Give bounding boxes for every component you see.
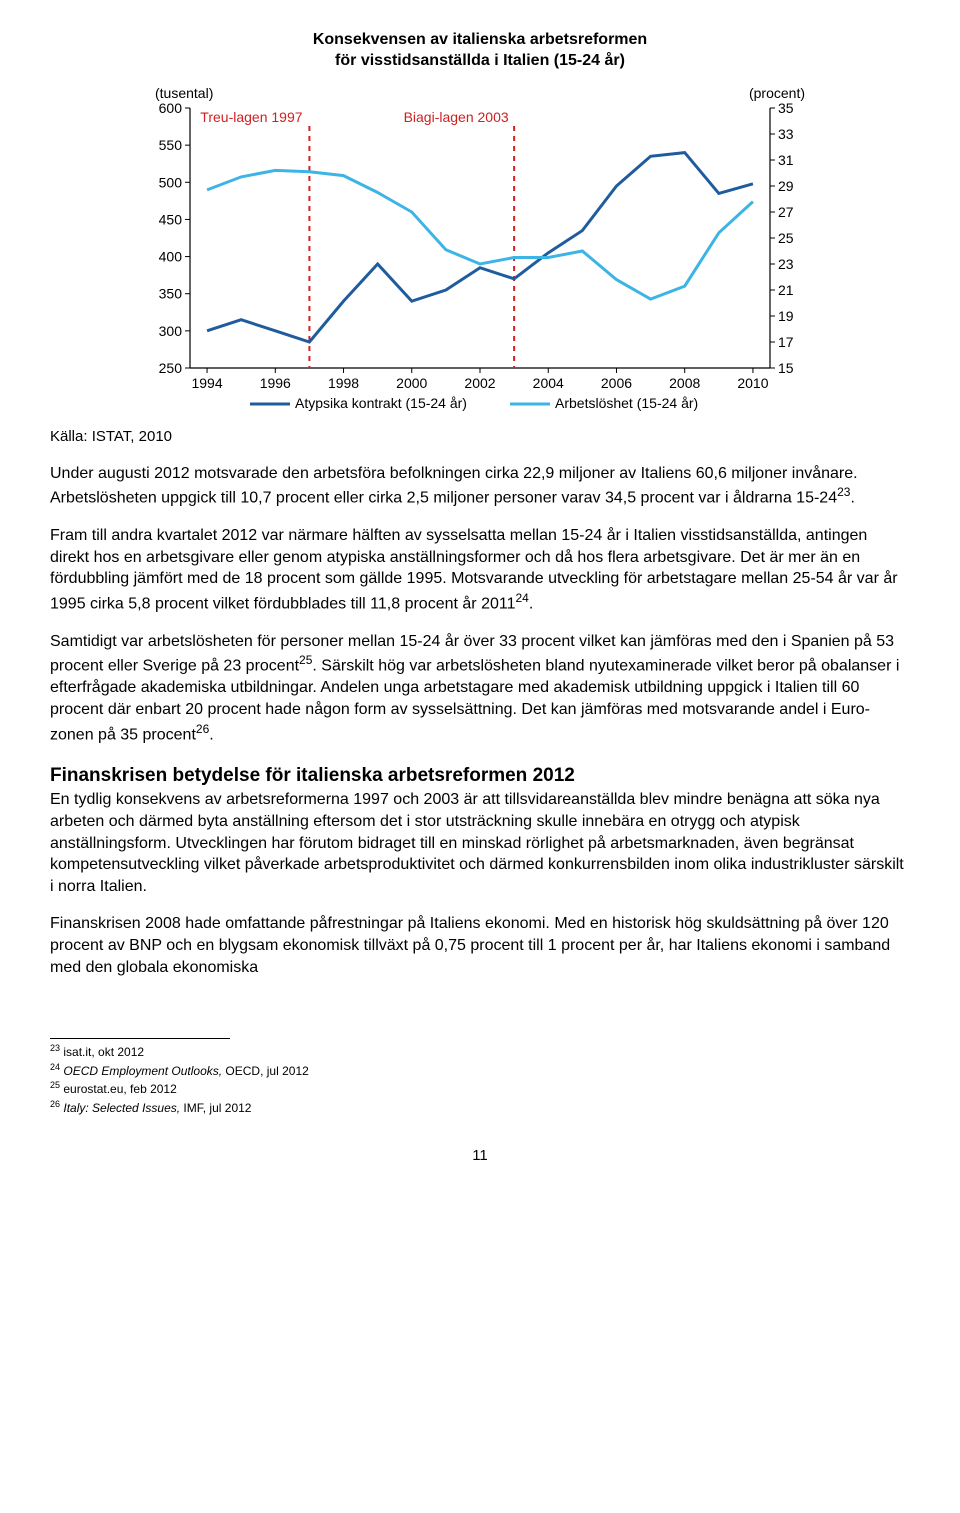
- svg-text:29: 29: [778, 178, 794, 194]
- svg-text:1994: 1994: [191, 375, 222, 391]
- svg-text:27: 27: [778, 204, 794, 220]
- paragraph-2: Fram till andra kvartalet 2012 var närma…: [50, 525, 910, 615]
- svg-text:(procent): (procent): [749, 85, 805, 101]
- source-line: Källa: ISTAT, 2010: [50, 428, 910, 445]
- svg-text:23: 23: [778, 256, 794, 272]
- svg-text:21: 21: [778, 282, 794, 298]
- chart-container: Konsekvensen av italienska arbetsreforme…: [120, 30, 840, 418]
- svg-text:17: 17: [778, 334, 794, 350]
- chart-title-line1: Konsekvensen av italienska arbetsreforme…: [313, 31, 647, 48]
- svg-text:25: 25: [778, 230, 794, 246]
- svg-text:31: 31: [778, 152, 794, 168]
- svg-text:33: 33: [778, 126, 794, 142]
- footnote: 26 Italy: Selected Issues, IMF, jul 2012: [50, 1099, 910, 1117]
- footnotes-block: 23 isat.it, okt 201224 OECD Employment O…: [50, 1038, 910, 1116]
- footnote: 25 eurostat.eu, feb 2012: [50, 1080, 910, 1098]
- svg-text:Arbetslöshet (15-24 år): Arbetslöshet (15-24 år): [555, 395, 698, 411]
- svg-text:550: 550: [159, 137, 183, 153]
- svg-text:2010: 2010: [737, 375, 768, 391]
- svg-text:1996: 1996: [260, 375, 291, 391]
- section-heading: Finanskrisen betydelse för italienska ar…: [50, 765, 910, 787]
- paragraph-1: Under augusti 2012 motsvarade den arbets…: [50, 463, 910, 510]
- svg-text:15: 15: [778, 360, 794, 376]
- svg-text:450: 450: [159, 211, 183, 227]
- footnote-rule: [50, 1038, 230, 1039]
- svg-text:Atypsika kontrakt (15-24 år): Atypsika kontrakt (15-24 år): [295, 395, 467, 411]
- chart-title-line2: för visstidsanställda i Italien (15-24 å…: [335, 52, 625, 69]
- svg-text:500: 500: [159, 174, 183, 190]
- svg-text:350: 350: [159, 285, 183, 301]
- svg-text:(tusental): (tusental): [155, 85, 213, 101]
- svg-text:35: 35: [778, 100, 794, 116]
- svg-text:2004: 2004: [533, 375, 564, 391]
- page-number: 11: [50, 1147, 910, 1164]
- paragraph-5: Finanskrisen 2008 hade omfattande påfres…: [50, 913, 910, 978]
- chart-title: Konsekvensen av italienska arbetsreforme…: [120, 30, 840, 72]
- svg-text:250: 250: [159, 360, 183, 376]
- svg-text:2006: 2006: [601, 375, 632, 391]
- svg-text:2002: 2002: [464, 375, 495, 391]
- footnote: 23 isat.it, okt 2012: [50, 1043, 910, 1061]
- footnote: 24 OECD Employment Outlooks, OECD, jul 2…: [50, 1062, 910, 1080]
- svg-text:Biagi-lagen 2003: Biagi-lagen 2003: [404, 109, 509, 125]
- paragraph-3: Samtidigt var arbetslösheten för persone…: [50, 631, 910, 746]
- paragraph-4: En tydlig konsekvens av arbetsreformerna…: [50, 789, 910, 897]
- svg-text:400: 400: [159, 248, 183, 264]
- svg-text:Treu-lagen 1997: Treu-lagen 1997: [200, 109, 302, 125]
- svg-text:2008: 2008: [669, 375, 700, 391]
- svg-text:2000: 2000: [396, 375, 427, 391]
- svg-text:600: 600: [159, 100, 183, 116]
- svg-text:1998: 1998: [328, 375, 359, 391]
- chart-svg: (tusental) (procent) 250 300 350 400 450 500 550…: [120, 78, 840, 418]
- svg-text:19: 19: [778, 308, 794, 324]
- svg-text:300: 300: [159, 322, 183, 338]
